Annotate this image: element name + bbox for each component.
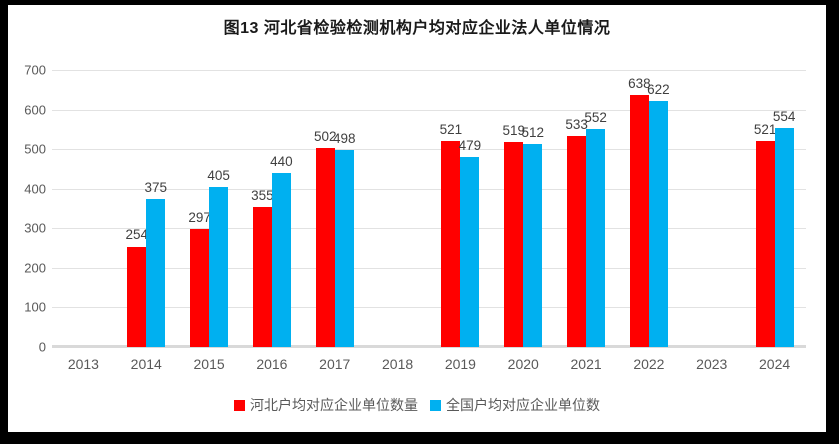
bar-national-2022	[648, 100, 668, 347]
bar-hebei-2024	[755, 140, 775, 347]
bar-national-2015	[209, 186, 229, 347]
data-label-hebei-2021: 533	[565, 117, 588, 133]
gridline-300	[52, 228, 806, 230]
bar-hebei-2021	[567, 136, 587, 347]
y-tick-600: 600	[24, 102, 46, 118]
bar-national-2016	[271, 172, 291, 347]
y-tick-400: 400	[24, 181, 46, 197]
data-label-hebei-2016: 355	[251, 187, 274, 203]
y-tick-100: 100	[24, 299, 46, 315]
bar-hebei-2016	[252, 206, 272, 347]
legend: 河北户均对应企业单位数量 全国户均对应企业单位数	[8, 395, 826, 415]
gridline-700	[52, 70, 806, 71]
gridline-600	[52, 109, 806, 111]
legend-swatch-national	[430, 399, 441, 411]
data-label-hebei-2019: 521	[439, 121, 463, 137]
bar-hebei-2015	[190, 229, 210, 347]
x-tick-2022: 2022	[633, 356, 665, 372]
bar-hebei-2020	[504, 141, 524, 347]
bar-national-2020	[523, 144, 543, 347]
bar-hebei-2019	[441, 140, 461, 347]
x-tick-2023: 2023	[696, 356, 728, 372]
legend-item-national: 全国户均对应企业单位数	[430, 395, 600, 415]
legend-swatch-hebei	[234, 399, 245, 411]
x-tick-2019: 2019	[444, 356, 476, 372]
data-label-national-2016: 440	[270, 153, 293, 169]
y-tick-200: 200	[24, 260, 46, 276]
x-tick-2015: 2015	[193, 356, 225, 372]
y-tick-0: 0	[38, 339, 46, 355]
data-label-national-2021: 552	[584, 109, 607, 125]
data-label-national-2020: 512	[521, 125, 545, 141]
gridline-100	[52, 307, 806, 309]
data-label-hebei-2015: 297	[188, 210, 211, 226]
x-tick-2018: 2018	[382, 356, 414, 372]
data-label-national-2024: 554	[772, 108, 796, 124]
data-label-national-2014: 375	[144, 179, 168, 195]
data-label-national-2019: 479	[458, 138, 482, 154]
x-tick-2024: 2024	[759, 356, 791, 372]
gridline-200	[52, 267, 806, 269]
legend-label-hebei: 河北户均对应企业单位数量	[250, 397, 418, 413]
legend-item-hebei: 河北户均对应企业单位数量	[234, 395, 418, 415]
bar-national-2019	[460, 157, 480, 347]
y-tick-700: 700	[24, 62, 46, 78]
y-tick-500: 500	[24, 141, 46, 157]
legend-label-national: 全国户均对应企业单位数	[446, 397, 600, 413]
x-tick-2017: 2017	[319, 356, 351, 372]
bar-hebei-2017	[315, 148, 335, 347]
chart-canvas: 图13 河北省检验检测机构户均对应企业法人单位情况 0 100 200 300 400 5…	[8, 5, 826, 432]
bar-national-2021	[586, 128, 606, 347]
bar-national-2014	[146, 198, 166, 347]
bar-hebei-2022	[629, 94, 649, 347]
gridline-500	[52, 149, 806, 151]
data-label-national-2022: 622	[647, 81, 670, 97]
y-tick-300: 300	[24, 220, 46, 236]
data-label-national-2017: 498	[332, 130, 356, 146]
bar-hebei-2014	[127, 246, 147, 347]
x-tick-2013: 2013	[67, 356, 99, 372]
bar-national-2024	[774, 127, 794, 347]
x-axis-line	[52, 345, 806, 348]
x-tick-2014: 2014	[130, 356, 162, 372]
x-tick-2021: 2021	[570, 356, 602, 372]
data-label-national-2015: 405	[207, 167, 230, 183]
x-tick-2016: 2016	[256, 356, 288, 372]
gridline-400	[52, 188, 806, 190]
x-tick-2020: 2020	[507, 356, 539, 372]
data-label-hebei-2020: 519	[502, 122, 526, 138]
data-label-hebei-2017: 502	[313, 129, 337, 145]
chart-title: 图13 河北省检验检测机构户均对应企业法人单位情况	[223, 20, 611, 37]
data-label-hebei-2014: 254	[125, 227, 149, 243]
bar-national-2017	[334, 149, 354, 347]
data-label-hebei-2022: 638	[628, 75, 651, 91]
plot-area: 0 100 200 300 400 500 600 700 2013 2014 254 375 2015…	[24, 63, 806, 372]
data-label-hebei-2024: 521	[753, 121, 777, 137]
